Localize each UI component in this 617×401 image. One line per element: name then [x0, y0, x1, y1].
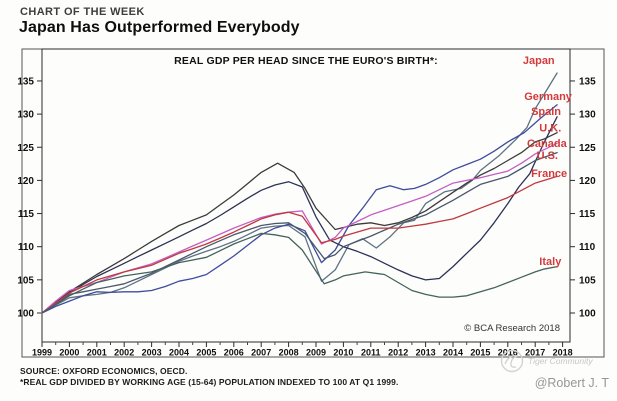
x-tick-label: 2018	[553, 348, 573, 358]
watermark-handle: @Robert J. T	[534, 376, 609, 390]
y-tick-label-left: 115	[18, 209, 35, 220]
x-tick-label: 2002	[114, 348, 134, 358]
x-tick-label: 2004	[169, 348, 189, 358]
y-tick-label-left: 120	[17, 176, 34, 187]
chart-footer: SOURCE: OXFORD ECONOMICS, OECD. *REAL GD…	[20, 366, 398, 387]
line-france	[41, 175, 558, 314]
y-tick-label-left: 135	[17, 76, 34, 87]
x-tick-label: 2014	[443, 348, 463, 358]
line-us	[41, 151, 558, 314]
source-line: SOURCE: OXFORD ECONOMICS, OECD.	[20, 366, 188, 376]
x-tick-label: 2000	[59, 348, 79, 358]
x-tick-label: 2001	[87, 348, 107, 358]
line-spain	[41, 116, 558, 314]
x-tick-label: 2005	[196, 348, 216, 358]
series-label-us: U.S.	[537, 150, 558, 162]
y-tick-label-right: 115	[579, 209, 596, 220]
x-tick-label: 2015	[470, 348, 490, 358]
x-tick-label: 2012	[388, 348, 408, 358]
x-tick-label: 2006	[224, 348, 244, 358]
x-tick-label: 2016	[498, 348, 518, 358]
x-tick-label: 2013	[416, 348, 436, 358]
x-tick-label: 2017	[525, 348, 545, 358]
line-uk	[41, 132, 558, 314]
y-tick-label-right: 110	[579, 242, 596, 253]
y-tick-label-left: 125	[17, 143, 34, 154]
footnote-line: *REAL GDP DIVIDED BY WORKING AGE (15-64)…	[20, 376, 399, 387]
x-tick-label: 2009	[306, 348, 326, 358]
series-label-uk: U.K.	[539, 123, 561, 135]
x-tick-label: 2007	[251, 348, 271, 358]
y-tick-label-right: 130	[579, 110, 596, 121]
y-tick-label-right: 100	[579, 309, 596, 320]
series-label-italy: Italy	[539, 256, 562, 268]
line-italy	[41, 232, 558, 314]
x-tick-label: 1999	[32, 348, 52, 358]
series-label-canada: Canada	[527, 138, 568, 150]
tiger-swirl-logo	[500, 349, 524, 373]
series-label-spain: Spain	[531, 106, 561, 118]
x-tick-label: 2003	[142, 348, 162, 358]
plot-frame	[41, 48, 571, 343]
series-label-france: France	[531, 168, 567, 180]
chart-title: REAL GDP PER HEAD SINCE THE EURO'S BIRTH…	[174, 55, 438, 67]
x-tick-label: 2011	[361, 348, 381, 358]
watermark: Tiger Community @Robert J. T	[499, 348, 609, 398]
y-tick-label-left: 100	[17, 309, 34, 320]
series-label-japan: Japan	[523, 55, 555, 67]
y-tick-label-left: 130	[17, 110, 34, 121]
kicker: CHART OF THE WEEK	[20, 6, 145, 18]
y-tick-label-right: 120	[579, 176, 596, 187]
series-label-germany: Germany	[524, 91, 573, 103]
y-tick-label-right: 105	[579, 275, 596, 286]
y-tick-label-left: 105	[17, 275, 34, 286]
x-tick-label: 2008	[279, 348, 299, 358]
line-japan	[41, 72, 558, 314]
page-title: Japan Has Outperformed Everybody	[19, 19, 300, 36]
y-tick-label-right: 135	[579, 76, 596, 87]
watermark-community-label: Tiger Community	[528, 356, 593, 366]
y-tick-label-left: 110	[18, 242, 35, 253]
copyright-note: © BCA Research 2018	[464, 323, 560, 334]
x-tick-label: 2010	[333, 348, 353, 358]
y-tick-label-right: 125	[579, 143, 596, 154]
